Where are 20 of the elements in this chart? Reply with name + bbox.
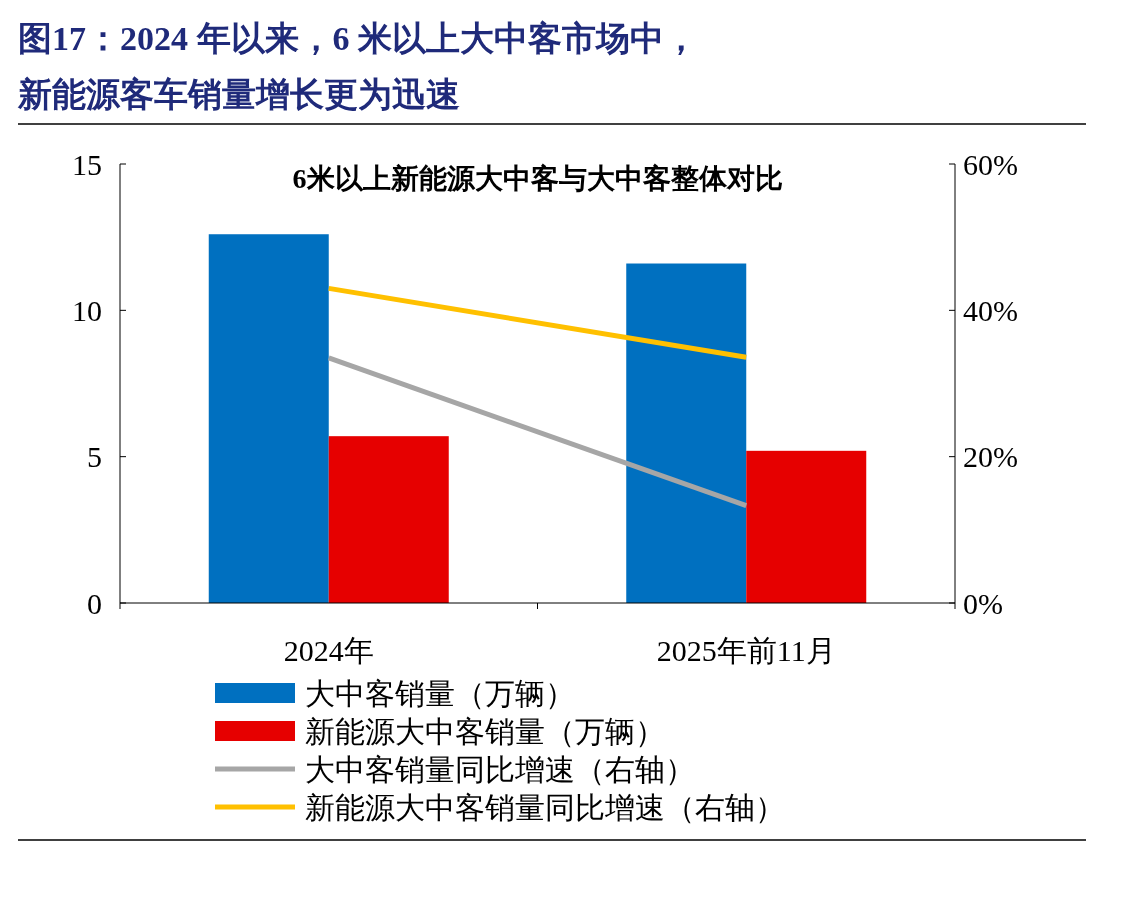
y2-tick-label: 20% [963,440,1018,474]
chart-title: 图17：2024 年以来，6 米以上大中客市场中，新能源客车销量增长更为迅速 [17,20,698,113]
y-tick-label: 15 [72,147,102,181]
legend-label: 大中客销量同比增速（右轴） [305,752,695,786]
y2-tick-label: 0% [963,586,1003,620]
y2-tick-label: 60% [963,147,1018,181]
x-tick-label: 2025年前11月 [656,634,836,667]
y-tick-label: 10 [72,293,102,327]
y2-tick-label: 40% [963,293,1018,327]
legend-label: 新能源大中客销量（万辆） [305,714,665,748]
legend-label: 新能源大中客销量同比增速（右轴） [305,790,785,824]
bar [328,436,449,603]
bar [626,263,747,603]
bar [208,234,329,603]
x-tick-label: 2024年 [283,634,374,667]
chart-subtitle: 6米以上新能源大中客与大中客整体对比 [292,163,783,194]
legend-label: 大中客销量（万辆） [305,676,575,710]
y-tick-label: 0 [87,586,102,620]
bar [746,450,867,603]
y-tick-label: 5 [87,440,102,474]
